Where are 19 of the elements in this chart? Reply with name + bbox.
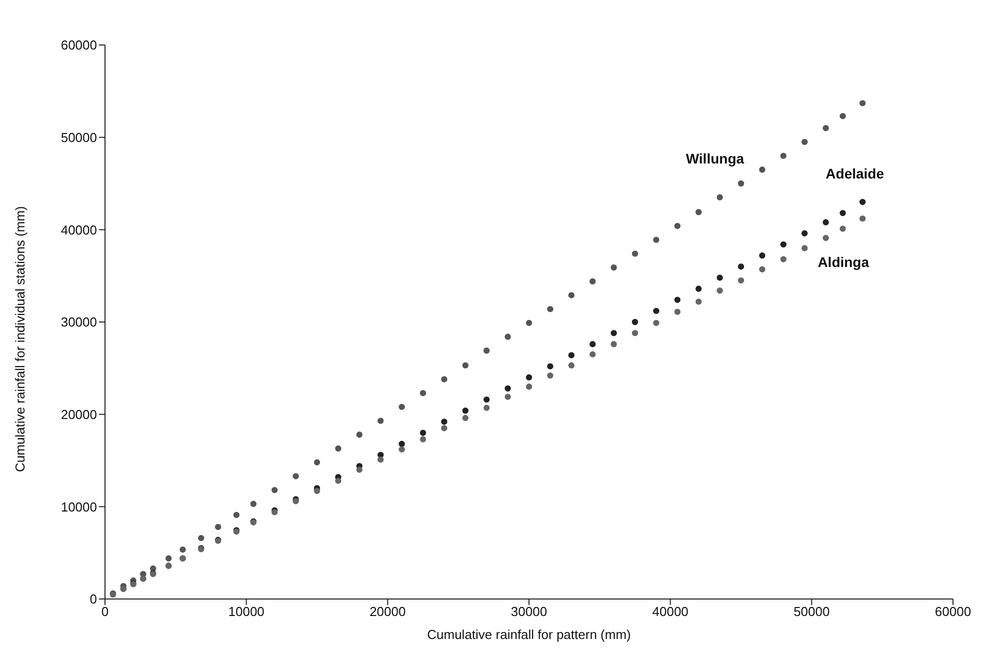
- x-tick-label: 40000: [652, 604, 688, 620]
- y-axis-title: Cumulative rainfall for individual stations (mm): [12, 206, 28, 472]
- x-tick-label: 0: [101, 604, 109, 620]
- y-tick-label: 50000: [60, 130, 97, 145]
- y-tick-label: 0: [90, 592, 97, 607]
- y-tick-label: 40000: [60, 222, 97, 238]
- x-tick-label: 60000: [934, 604, 972, 620]
- x-tick-label: 20000: [370, 604, 406, 620]
- y-tick-label: 10000: [60, 499, 97, 514]
- y-tick-label: 60000: [60, 38, 97, 53]
- y-tick-label: 30000: [60, 314, 97, 330]
- y-tick-label: 20000: [60, 406, 97, 422]
- x-axis-title: Cumulative rainfall for pattern (mm): [427, 627, 631, 642]
- x-tick-label: 30000: [510, 604, 548, 620]
- x-tick-label: 10000: [228, 604, 264, 620]
- x-tick-label: 50000: [794, 604, 830, 620]
- series-label: Willunga: [686, 150, 744, 167]
- series-label: Adelaide: [826, 165, 884, 182]
- series-label: Aldinga: [818, 254, 870, 270]
